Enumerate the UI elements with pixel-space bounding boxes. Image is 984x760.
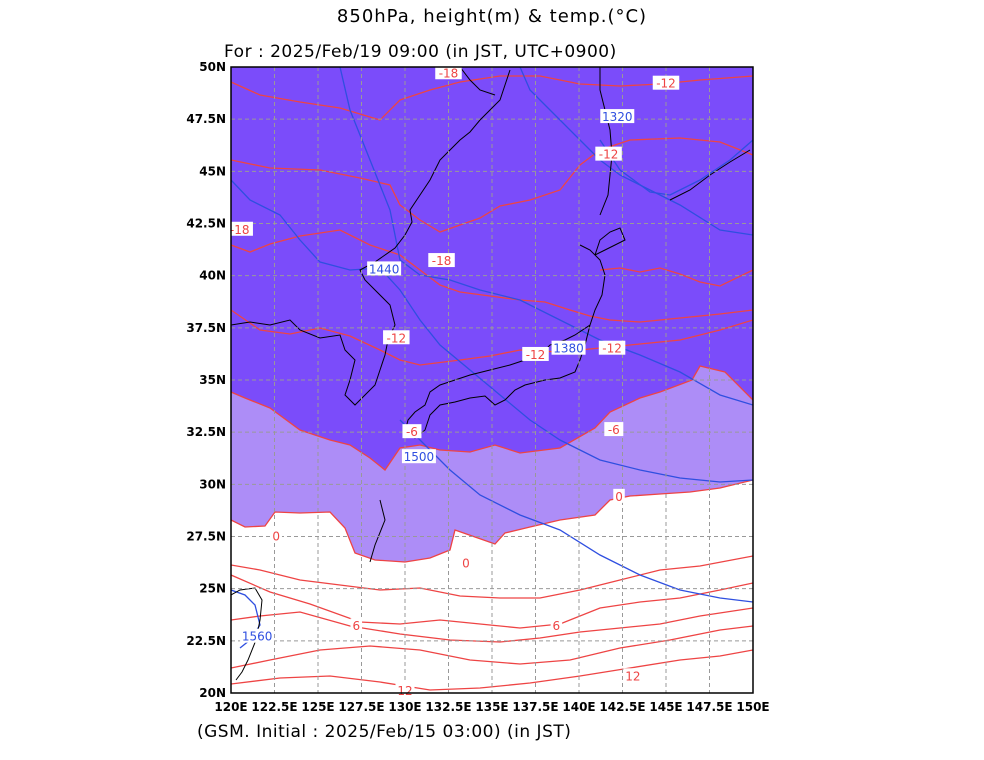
svg-text:12: 12 xyxy=(625,669,640,683)
y-tick-label: 22.5N xyxy=(186,634,226,648)
temperature-contour-label: 6 xyxy=(550,618,563,633)
initial-time: (GSM. Initial : 2025/Feb/15 03:00) (in J… xyxy=(197,722,572,742)
temperature-labels: -18 -12 -12 -18 -18 -12 -12 -12 -6 -6 0 0 0 6 6 12 12 xyxy=(226,65,680,698)
svg-text:-12: -12 xyxy=(602,342,622,356)
temperature-contour-label: -6 xyxy=(402,424,422,439)
temperature-contour-label: 0 xyxy=(613,488,625,504)
grid-lines xyxy=(231,67,753,693)
x-tick-label: 122.5E xyxy=(251,700,297,714)
temperature-contour-label: -12 xyxy=(383,330,410,345)
svg-text:1380: 1380 xyxy=(553,342,584,356)
temperature-contour-label: -18 xyxy=(428,253,455,268)
temperature-contour-label: -12 xyxy=(652,75,680,91)
temperature-contour-label: -12 xyxy=(598,340,626,356)
svg-text:-6: -6 xyxy=(608,423,620,437)
svg-text:1440: 1440 xyxy=(369,262,400,276)
valid-time: For : 2025/Feb/19 09:00 (in JST, UTC+090… xyxy=(224,42,617,62)
x-tick-labels: 120E 122.5E 125E 127.5E 130E 132.5E 135E 137.5E… xyxy=(214,700,769,714)
svg-text:1500: 1500 xyxy=(404,450,435,464)
svg-text:-18: -18 xyxy=(439,66,459,80)
y-tick-label: 32.5N xyxy=(186,425,226,439)
temperature-contour-label: -12 xyxy=(595,146,622,162)
temperature-contour-label: 12 xyxy=(395,682,415,698)
temperature-contour-label: 12 xyxy=(623,668,643,683)
svg-text:1560: 1560 xyxy=(242,630,273,644)
svg-text:-12: -12 xyxy=(656,77,676,91)
x-tick-label: 142.5E xyxy=(599,700,645,714)
temperature-contour-label: 0 xyxy=(270,528,282,544)
svg-text:1320: 1320 xyxy=(602,110,633,124)
svg-text:6: 6 xyxy=(553,619,561,633)
x-tick-label: 130E xyxy=(388,700,421,714)
svg-text:-12: -12 xyxy=(386,331,406,345)
x-tick-label: 125E xyxy=(301,700,334,714)
y-tick-label: 30N xyxy=(199,477,226,491)
plot-frame xyxy=(230,66,754,694)
height-contour-label: 1320 xyxy=(600,109,635,124)
y-tick-labels: 20N 22.5N 25N 27.5N 30N 32.5N 35N 37.5N 40N 42.5N… xyxy=(186,60,226,700)
x-tick-label: 132.5E xyxy=(425,700,471,714)
height-contour-label: 1440 xyxy=(367,261,402,276)
x-tick-label: 135E xyxy=(475,700,508,714)
svg-text:-18: -18 xyxy=(230,223,250,237)
y-tick-label: 35N xyxy=(199,373,226,387)
temperature-contour-label: 6 xyxy=(350,618,363,633)
height-contour-label: 1500 xyxy=(401,449,436,464)
height-contours xyxy=(231,67,753,649)
chart-title: 850hPa, height(m) & temp.(°C) xyxy=(336,6,648,27)
svg-text:-18: -18 xyxy=(432,254,452,268)
height-contour-label: 1560 xyxy=(240,628,275,644)
y-tick-label: 20N xyxy=(199,686,226,700)
y-tick-label: 45N xyxy=(199,164,226,178)
height-contour-label: 1380 xyxy=(551,340,586,356)
temperature-contour-label: -18 xyxy=(226,221,253,237)
x-tick-label: 150E xyxy=(736,700,769,714)
temperature-contour-label: -6 xyxy=(604,422,624,437)
height-labels: 1320 1440 1380 1500 1560 xyxy=(240,109,635,644)
temperature-contour-label: 0 xyxy=(460,555,472,571)
x-tick-label: 140E xyxy=(562,700,595,714)
svg-text:0: 0 xyxy=(272,530,280,544)
x-tick-label: 137.5E xyxy=(512,700,558,714)
svg-text:6: 6 xyxy=(352,619,360,633)
x-tick-label: 120E xyxy=(214,700,247,714)
y-tick-label: 37.5N xyxy=(186,321,226,335)
svg-text:0: 0 xyxy=(615,490,623,504)
y-tick-label: 42.5N xyxy=(186,217,226,231)
y-tick-label: 47.5N xyxy=(186,112,226,126)
temperature-contour-label: -18 xyxy=(435,65,462,80)
svg-text:-6: -6 xyxy=(406,425,418,439)
x-tick-label: 147.5E xyxy=(686,700,732,714)
temperature-contour-label: -12 xyxy=(522,346,549,362)
y-tick-label: 27.5N xyxy=(186,530,226,544)
svg-text:-12: -12 xyxy=(599,148,619,162)
y-tick-label: 40N xyxy=(199,269,226,283)
y-tick-label: 50N xyxy=(199,60,226,74)
x-tick-label: 127.5E xyxy=(338,700,384,714)
x-tick-label: 145E xyxy=(649,700,682,714)
y-tick-label: 25N xyxy=(199,582,226,596)
svg-text:12: 12 xyxy=(397,684,412,698)
svg-text:0: 0 xyxy=(462,557,470,571)
svg-text:-12: -12 xyxy=(526,348,546,362)
